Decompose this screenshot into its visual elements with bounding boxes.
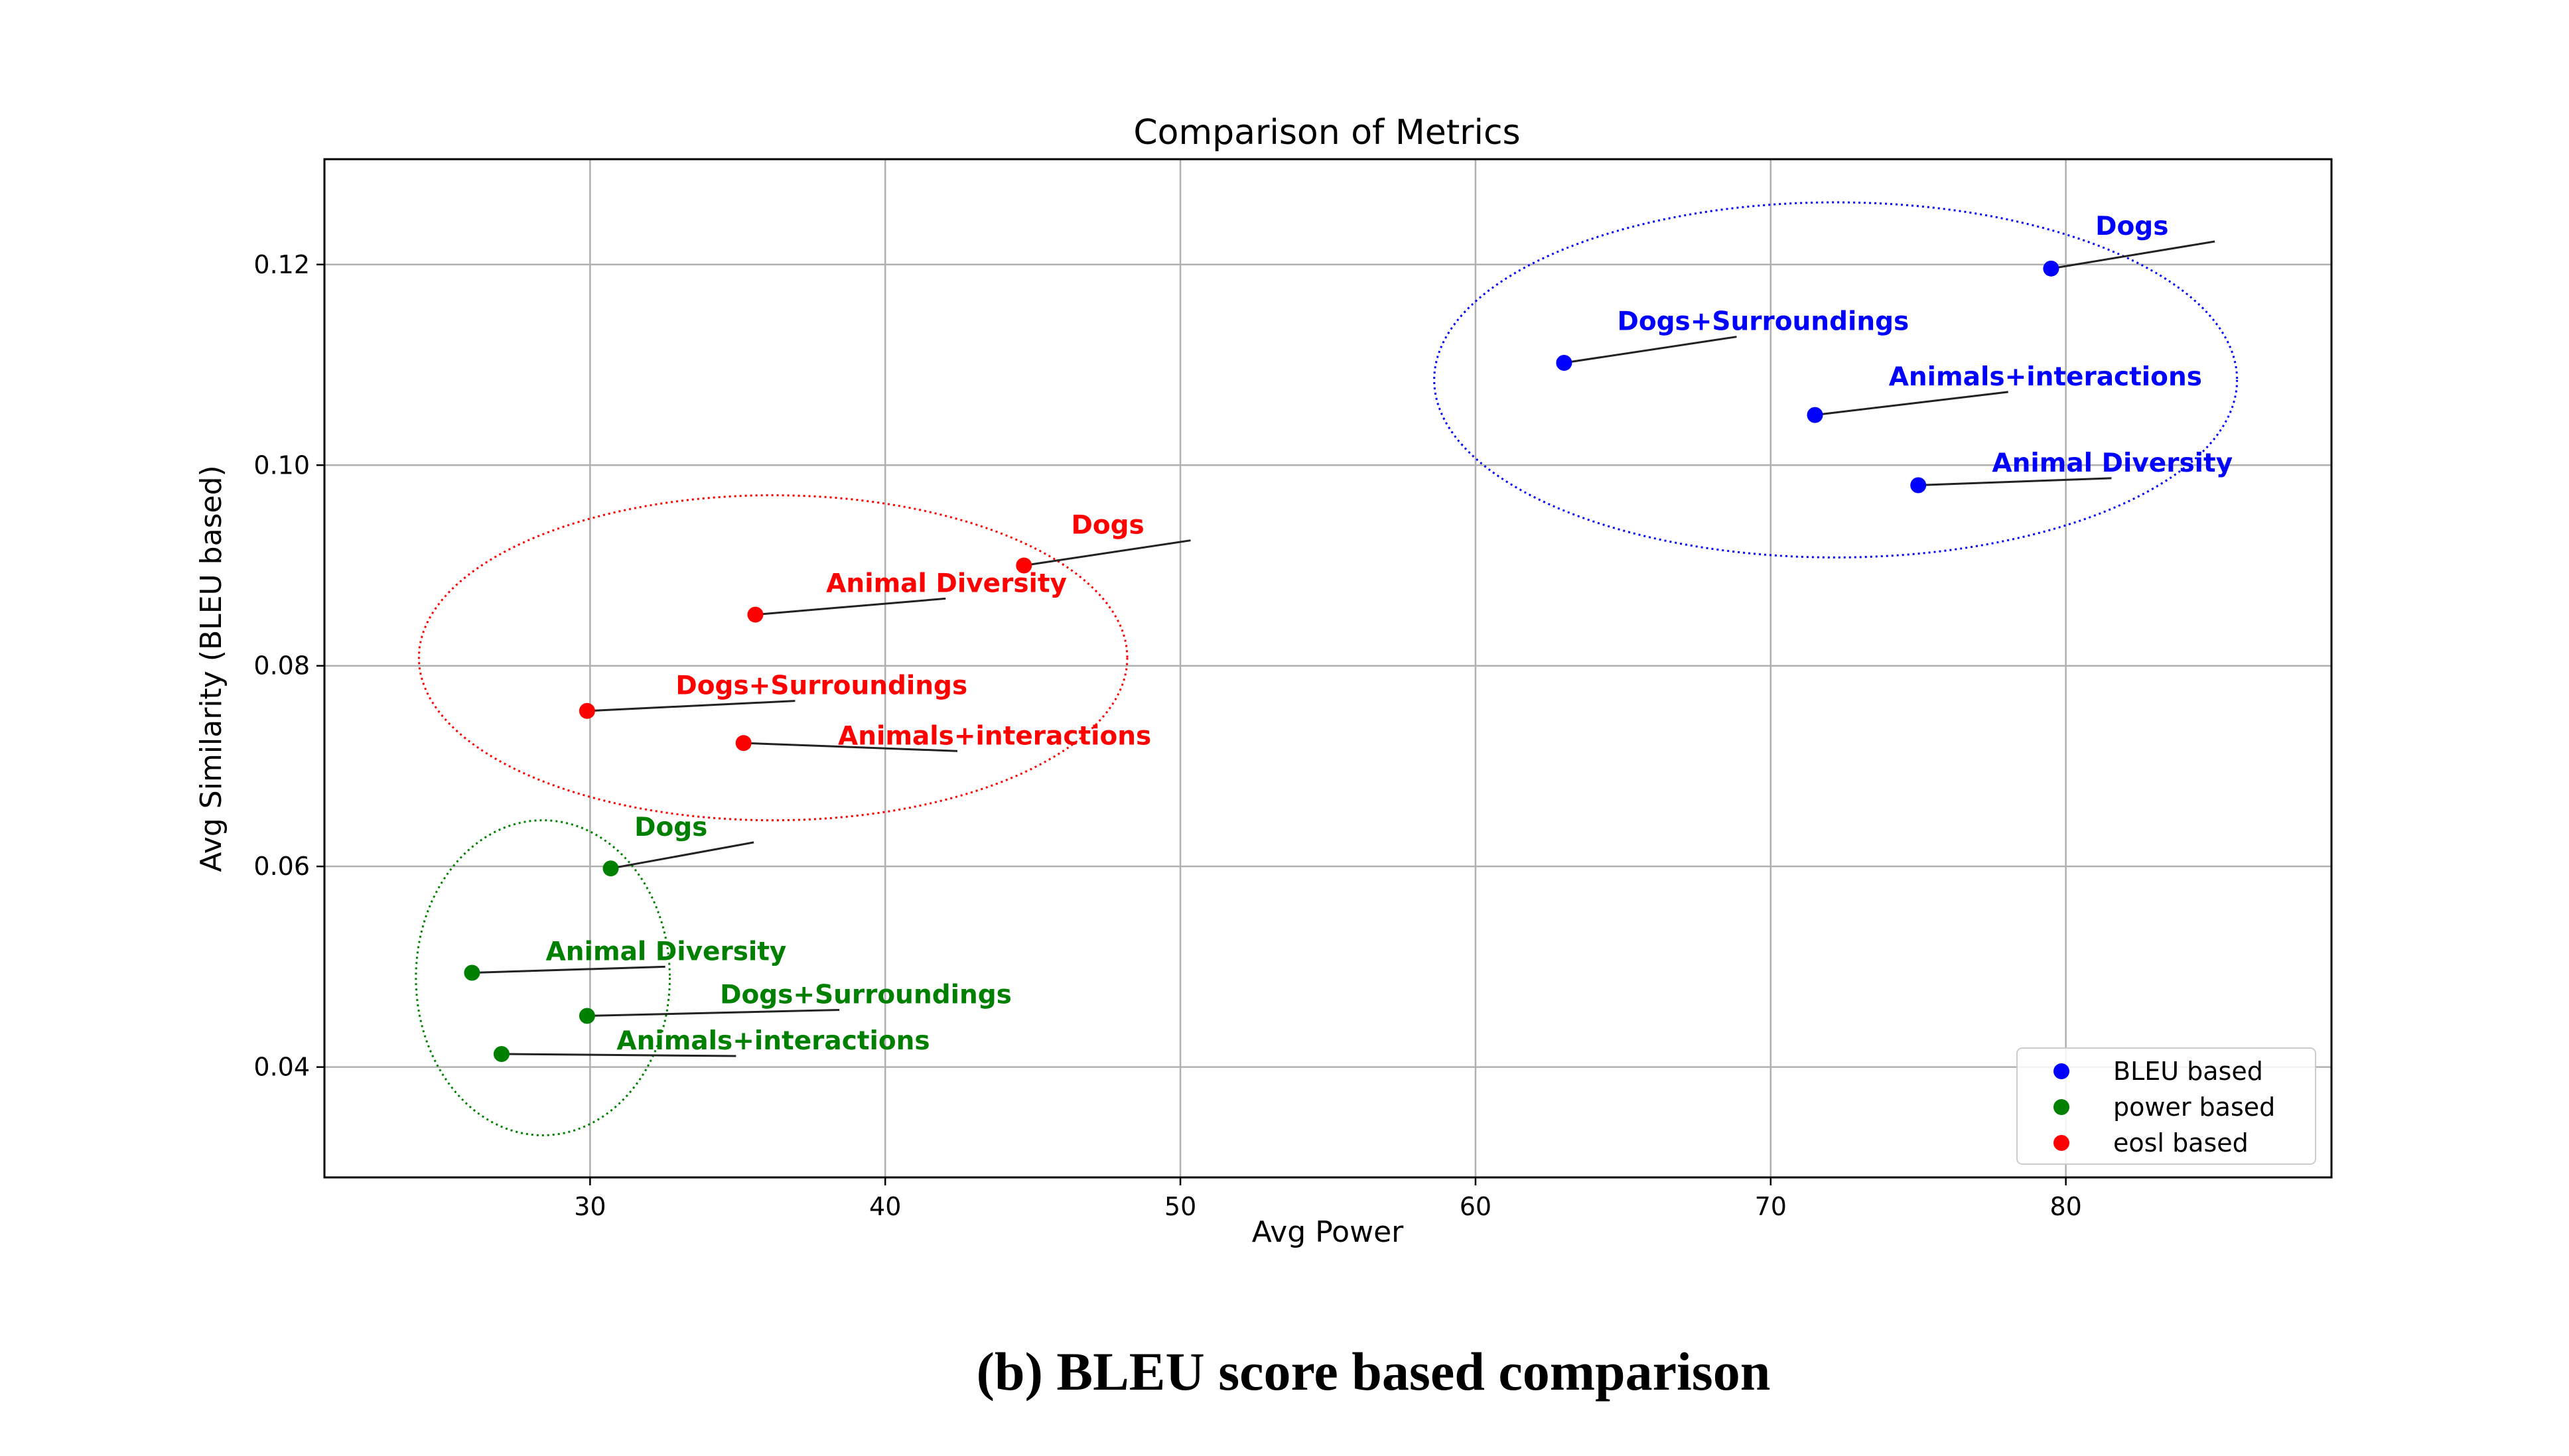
legend-marker bbox=[2053, 1135, 2069, 1151]
data-point bbox=[1556, 355, 1572, 371]
data-point bbox=[1016, 557, 1032, 574]
point-label: Animals+interactions bbox=[616, 1026, 930, 1056]
y-axis-ticks: 0.04 0.06 0.08 0.10 0.12 bbox=[253, 250, 324, 1082]
point-label: Animals+interactions bbox=[838, 721, 1151, 751]
leader-line bbox=[587, 700, 796, 712]
x-tick-label: 80 bbox=[2049, 1192, 2081, 1221]
figure-caption: (b) BLEU score based comparison bbox=[977, 1341, 1771, 1402]
point-labels: Dogs Dogs+Surroundings Animals+interaction… bbox=[546, 212, 2233, 1056]
leader-line bbox=[755, 597, 946, 616]
data-point bbox=[464, 964, 480, 981]
legend-entry: power based bbox=[2113, 1092, 2275, 1122]
y-axis-label: Avg Similarity (BLEU based) bbox=[194, 465, 228, 872]
cluster-ellipse bbox=[415, 819, 671, 1136]
x-axis-label: Avg Power bbox=[1252, 1215, 1404, 1249]
leader-line bbox=[2051, 240, 2215, 270]
y-tick-label: 0.10 bbox=[253, 450, 310, 480]
cluster-ellipse bbox=[1433, 201, 2239, 559]
x-tick-label: 70 bbox=[1755, 1192, 1787, 1221]
leader-line bbox=[472, 965, 665, 974]
y-tick-label: 0.06 bbox=[253, 852, 310, 881]
legend-marker bbox=[2053, 1063, 2069, 1079]
leader-line bbox=[1815, 391, 2008, 417]
data-point bbox=[493, 1045, 510, 1062]
data-points bbox=[464, 260, 2059, 1062]
label-leader-lines bbox=[472, 240, 2215, 1057]
legend-entry: eosl based bbox=[2113, 1128, 2249, 1158]
data-point bbox=[747, 606, 764, 623]
data-point bbox=[579, 702, 595, 719]
leader-line bbox=[1564, 336, 1737, 364]
grid bbox=[324, 159, 2331, 1177]
y-tick-label: 0.12 bbox=[253, 250, 310, 279]
cluster-ellipse bbox=[417, 494, 1129, 822]
leader-line bbox=[1024, 539, 1191, 566]
data-point bbox=[1910, 477, 1927, 494]
legend-entry: BLEU based bbox=[2113, 1057, 2263, 1086]
data-point bbox=[602, 860, 619, 877]
chart-title: Comparison of Metrics bbox=[1133, 113, 1520, 153]
point-label: Animal Diversity bbox=[546, 937, 787, 966]
point-label: Animals+interactions bbox=[1889, 362, 2202, 392]
data-point bbox=[735, 735, 752, 752]
leader-line bbox=[1918, 477, 2112, 487]
y-tick-label: 0.08 bbox=[253, 651, 310, 681]
leader-line bbox=[743, 742, 958, 752]
leader-line bbox=[501, 1053, 736, 1057]
leader-line bbox=[610, 841, 754, 870]
plot-frame bbox=[323, 158, 2333, 1179]
point-label: Dogs bbox=[634, 813, 707, 842]
point-label: Dogs+Surroundings bbox=[675, 671, 967, 701]
point-label: Dogs bbox=[2095, 212, 2168, 241]
legend-marker bbox=[2053, 1099, 2069, 1115]
y-tick-label: 0.04 bbox=[253, 1053, 310, 1082]
point-label: Dogs bbox=[1071, 511, 1144, 541]
x-tick-label: 40 bbox=[869, 1192, 901, 1221]
point-label: Animal Diversity bbox=[826, 568, 1067, 598]
x-axis-ticks: 30 40 50 60 70 80 bbox=[574, 1177, 2082, 1221]
legend-box bbox=[2016, 1047, 2316, 1165]
data-point bbox=[1807, 407, 1823, 423]
data-point bbox=[2043, 260, 2059, 277]
leader-line bbox=[587, 1008, 840, 1018]
point-label: Animal Diversity bbox=[1992, 448, 2233, 478]
x-tick-label: 50 bbox=[1164, 1192, 1196, 1221]
x-tick-label: 60 bbox=[1460, 1192, 1492, 1221]
data-point bbox=[579, 1008, 595, 1024]
legend: BLEU based power based eosl based bbox=[2016, 1047, 2316, 1165]
point-label: Dogs+Surroundings bbox=[720, 980, 1012, 1010]
point-label: Dogs+Surroundings bbox=[1617, 307, 1909, 337]
cluster-ellipses bbox=[415, 201, 2239, 1136]
x-tick-label: 30 bbox=[574, 1192, 606, 1221]
